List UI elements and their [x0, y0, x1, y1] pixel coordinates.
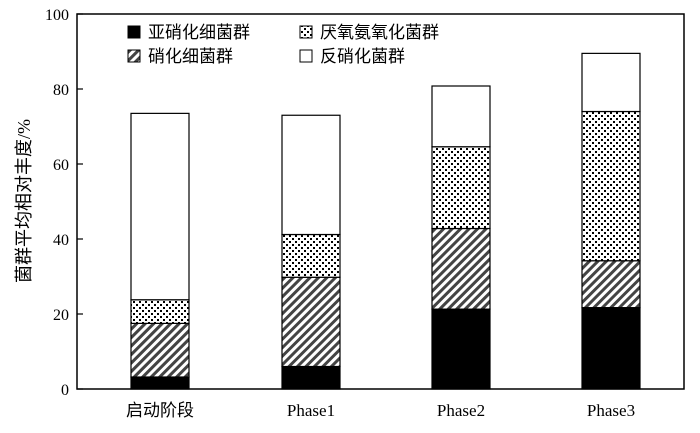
bars-layer — [130, 52, 641, 390]
bar-segment-1-2 — [281, 233, 341, 278]
legend-label-1: 厌氧氨氧化菌群 — [320, 23, 439, 42]
bar-segment-3-1 — [581, 260, 641, 309]
y-tick-label-0: 0 — [61, 382, 69, 399]
bar-segment-1-3 — [281, 114, 341, 236]
legend-swatch-3 — [299, 49, 313, 63]
legend-swatch-2 — [127, 49, 141, 63]
x-tick-label-1: Phase1 — [287, 401, 335, 420]
y-tick-label-5: 100 — [45, 7, 69, 24]
bar-segment-2-1 — [431, 227, 491, 310]
legend-label-3: 反硝化菌群 — [320, 47, 405, 66]
plot-frame — [76, 13, 685, 390]
x-tick-label-3: Phase3 — [587, 401, 635, 420]
bar-segment-0-2 — [130, 299, 190, 324]
y-tick-label-1: 20 — [53, 307, 69, 324]
legend-swatch-0 — [127, 25, 141, 39]
bar-segment-3-3 — [581, 52, 641, 113]
bar-segment-2-3 — [431, 85, 491, 148]
y-axis-label: 菌群平均相对丰度/% — [14, 119, 34, 283]
y-tick-label-3: 60 — [53, 157, 69, 174]
bar-segment-2-2 — [431, 146, 491, 230]
y-tick-label-2: 40 — [53, 232, 69, 249]
bar-segment-3-2 — [581, 110, 641, 262]
legend-label-0: 亚硝化细菌群 — [148, 23, 250, 42]
x-tick-label-2: Phase2 — [437, 401, 485, 420]
bar-segment-0-1 — [130, 322, 190, 378]
x-tick-label-0: 启动阶段 — [126, 401, 194, 420]
legend-label-2: 硝化细菌群 — [148, 47, 233, 66]
axes-layer: 0 20 40 60 80 100 启动阶段 Phase1 Phase2 Phase3 — [45, 7, 685, 420]
bar-segment-1-1 — [281, 276, 341, 368]
bar-segment-0-3 — [130, 112, 190, 301]
bar-segment-3-0 — [581, 307, 641, 390]
y-tick-label-4: 80 — [53, 82, 69, 99]
bar-segment-2-0 — [431, 308, 491, 390]
legend-swatch-1 — [299, 25, 313, 39]
